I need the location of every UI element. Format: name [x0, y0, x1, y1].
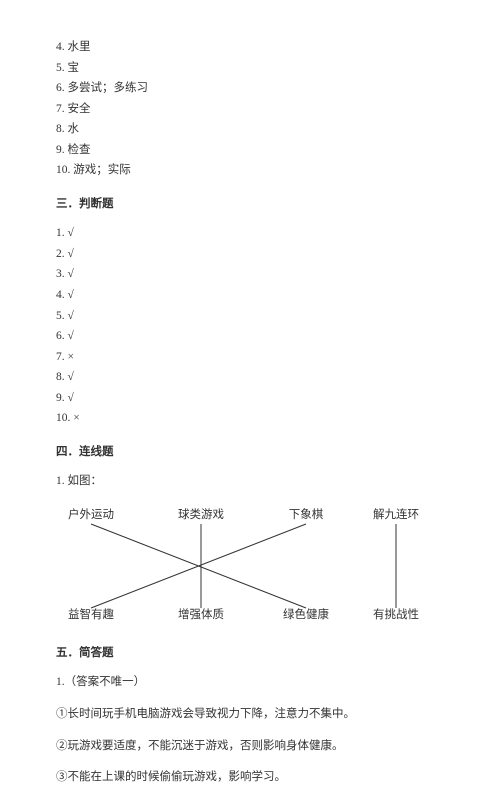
matching-diagram: 户外运动 球类游戏 下象棋 解九连环益智有趣 增强体质 绿色健康 有挑战性: [56, 500, 444, 630]
judge-mark: √: [68, 268, 74, 280]
match-top-label: 球类游戏: [178, 507, 224, 521]
item-num: 10.: [56, 412, 70, 424]
judge-mark: √: [68, 289, 74, 301]
item-text: 安全: [68, 103, 91, 115]
judge-mark: √: [68, 392, 74, 404]
judge-item: 10. ×: [56, 409, 444, 429]
judge-mark: √: [68, 371, 74, 383]
item-num: 4.: [56, 41, 65, 53]
judge-mark: √: [68, 227, 74, 239]
item-text: 多尝试；多练习: [68, 82, 149, 94]
section4-intro: 1. 如图：: [56, 472, 444, 492]
judge-item: 6. √: [56, 327, 444, 347]
judge-item: 9. √: [56, 389, 444, 409]
item-num: 4.: [56, 289, 65, 301]
answer-line: ①长时间玩手机电脑游戏会导致视力下降，注意力不集中。: [56, 705, 444, 725]
match-top-label: 解九连环: [373, 507, 419, 521]
judge-mark: √: [68, 248, 74, 260]
item-num: 8.: [56, 123, 65, 135]
item-text: 游戏；实际: [73, 164, 131, 176]
item-num: 3.: [56, 268, 65, 280]
fill-item: 8. 水: [56, 120, 444, 140]
judge-mark: ×: [73, 412, 80, 424]
matching-svg: 户外运动 球类游戏 下象棋 解九连环益智有趣 增强体质 绿色健康 有挑战性: [56, 500, 444, 630]
item-num: 9.: [56, 392, 65, 404]
match-top-label: 户外运动: [68, 507, 114, 521]
judge-item: 8. √: [56, 368, 444, 388]
item-num: 6.: [56, 82, 65, 94]
judge-item: 3. √: [56, 265, 444, 285]
fill-item: 6. 多尝试；多练习: [56, 79, 444, 99]
section4-heading: 四．连线题: [56, 443, 444, 463]
item-num: 9.: [56, 144, 65, 156]
answer-line: ③不能在上课的时候偷偷玩游戏，影响学习。: [56, 768, 444, 788]
judge-item: 5. √: [56, 307, 444, 327]
item-num: 7.: [56, 351, 65, 363]
match-bottom-label: 益智有趣: [68, 607, 114, 621]
judge-item: 1. √: [56, 224, 444, 244]
judge-item: 7. ×: [56, 348, 444, 368]
judge-mark: √: [68, 310, 74, 322]
section5-answers: 1.（答案不唯一） ①长时间玩手机电脑游戏会导致视力下降，注意力不集中。 ②玩游…: [56, 673, 444, 787]
section3-heading: 三．判断题: [56, 195, 444, 215]
item-num: 6.: [56, 330, 65, 342]
judge-item: 2. √: [56, 245, 444, 265]
fill-item: 4. 水里: [56, 38, 444, 58]
item-text: 水: [68, 123, 80, 135]
judge-mark: ×: [68, 351, 75, 363]
item-num: 7.: [56, 103, 65, 115]
section5-intro: 1.（答案不唯一）: [56, 673, 444, 693]
fill-item: 10. 游戏；实际: [56, 161, 444, 181]
item-text: 宝: [68, 62, 80, 74]
item-num: 2.: [56, 248, 65, 260]
match-bottom-label: 绿色健康: [283, 607, 329, 621]
judge-list: 1. √ 2. √ 3. √ 4. √ 5. √ 6. √ 7. × 8. √ …: [56, 224, 444, 428]
item-num: 10.: [56, 164, 70, 176]
match-bottom-label: 有挑战性: [373, 607, 419, 621]
fill-item: 7. 安全: [56, 100, 444, 120]
section2-continued: 4. 水里 5. 宝 6. 多尝试；多练习 7. 安全 8. 水 9. 检查 1…: [56, 38, 444, 181]
item-num: 8.: [56, 371, 65, 383]
fill-item: 5. 宝: [56, 59, 444, 79]
item-text: 检查: [68, 144, 91, 156]
item-text: 水里: [68, 41, 91, 53]
judge-mark: √: [68, 330, 74, 342]
match-top-label: 下象棋: [289, 507, 324, 521]
fill-item: 9. 检查: [56, 141, 444, 161]
item-num: 5.: [56, 62, 65, 74]
answer-line: ②玩游戏要适度，不能沉迷于游戏，否则影响身体健康。: [56, 737, 444, 757]
judge-item: 4. √: [56, 286, 444, 306]
item-num: 5.: [56, 310, 65, 322]
item-num: 1.: [56, 227, 65, 239]
section5-heading: 五．简答题: [56, 644, 444, 664]
match-bottom-label: 增强体质: [178, 607, 224, 621]
